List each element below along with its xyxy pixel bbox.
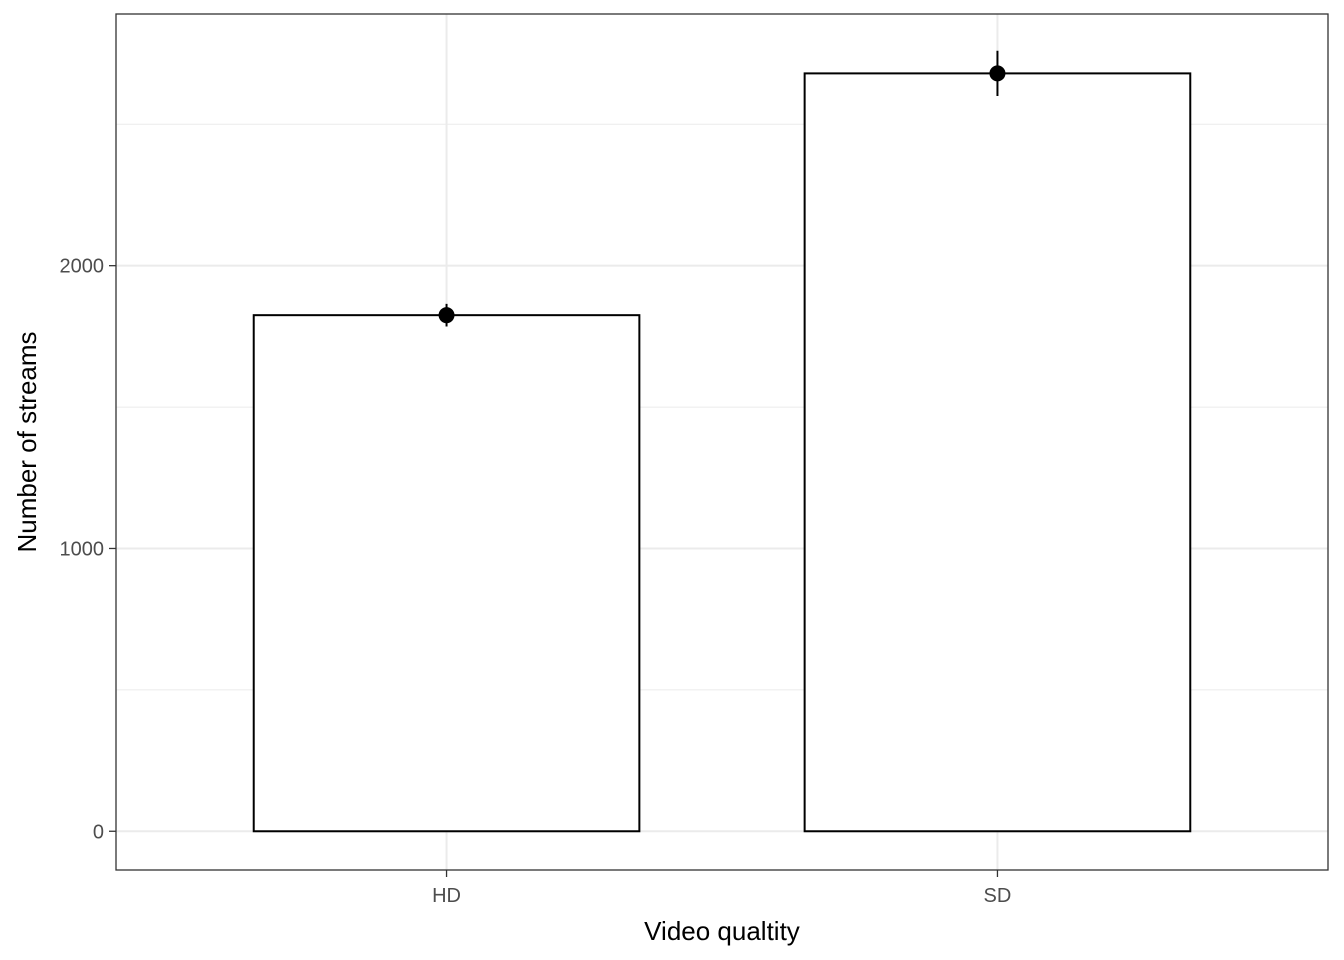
panel-border — [115, 13, 1329, 871]
y-axis: 0 1000 2000 — [60, 256, 116, 843]
y-axis-title: Number of streams — [12, 331, 42, 552]
x-axis-title: Video qualtity — [644, 916, 800, 946]
bars — [252, 72, 1192, 833]
mean-point-sd — [989, 65, 1006, 82]
x-tick-label-hd: HD — [432, 885, 461, 907]
x-tick-label-sd: SD — [984, 885, 1012, 907]
mean-point-hd — [438, 307, 455, 324]
error-bars — [438, 50, 1006, 327]
y-tick-label: 0 — [93, 821, 104, 843]
bar-sd — [803, 72, 1192, 833]
y-tick-label: 2000 — [60, 256, 105, 278]
x-axis: HD SD — [432, 870, 1011, 907]
y-tick-label: 1000 — [60, 538, 105, 560]
bar-hd — [252, 314, 641, 833]
